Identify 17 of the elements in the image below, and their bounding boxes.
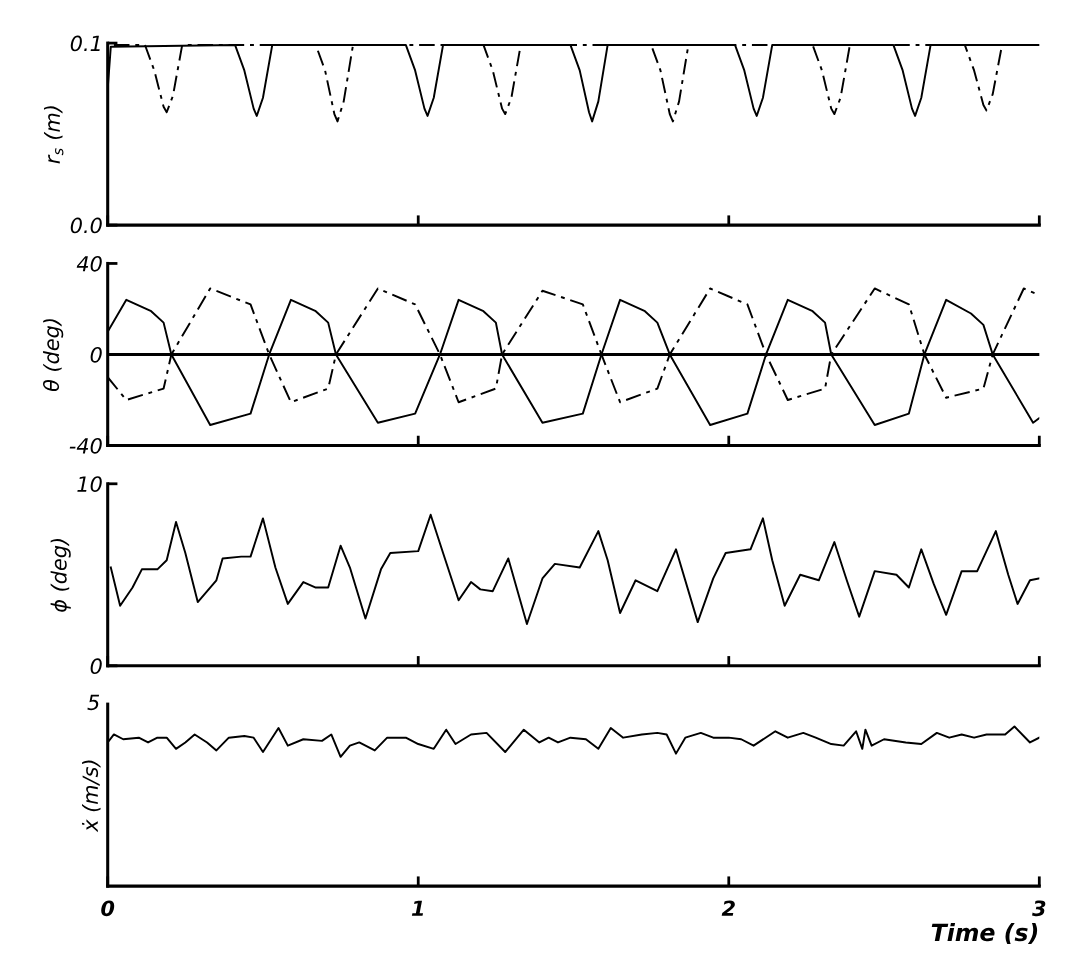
- y-axis-title: r$_{s}$ (m): [43, 106, 64, 164]
- y-axis-title: ϕ (deg): [50, 538, 71, 612]
- y-tick-label: -40: [69, 437, 102, 454]
- y-tick-label: 40: [76, 255, 102, 272]
- x-tick-label: 3: [1032, 900, 1046, 917]
- x-axis-title: Time (s): [931, 922, 1038, 945]
- y-axis-title: θ (deg): [42, 319, 64, 392]
- y-tick-label: 10: [77, 476, 102, 492]
- y-tick-label: 0.1: [70, 35, 100, 52]
- y-tick-label: 0.0: [70, 217, 102, 234]
- x-tick-label: 0: [101, 900, 115, 917]
- y-tick-label: 0: [90, 658, 102, 675]
- y-tick-label: 0: [90, 346, 102, 363]
- text: 5: [87, 694, 100, 711]
- x-tick-label: 1: [411, 900, 424, 916]
- y-axis-title: ẋ (m/s): [81, 760, 101, 833]
- x-tick-label: 2: [721, 900, 735, 916]
